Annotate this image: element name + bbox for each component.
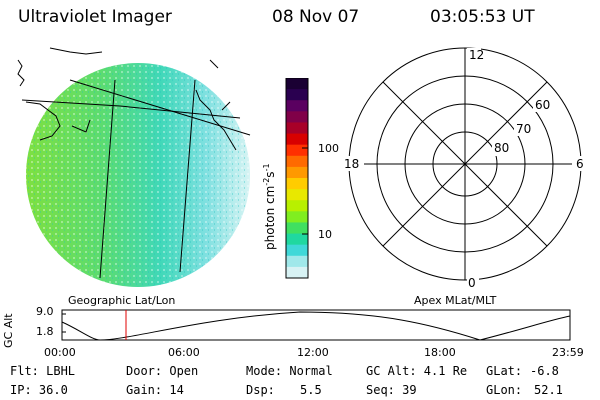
polar-lat-70: 70 <box>516 122 531 136</box>
uv-image-panel <box>17 47 251 287</box>
polar-lat-80: 80 <box>494 141 509 155</box>
polar-lat-60: 60 <box>535 98 550 112</box>
colorbar-cell <box>286 200 308 212</box>
gc-alt-field: GC Alt: 4.1 Re <box>366 364 468 378</box>
dsp-value: 5.5 <box>300 383 322 397</box>
colorbar-cell <box>286 178 308 190</box>
colorbar-tick-label-10: 10 <box>318 228 332 241</box>
seq-field: Seq: 39 <box>366 383 417 397</box>
polar-label-top: 12 <box>469 48 484 62</box>
colorbar-cell <box>286 155 308 168</box>
glon-value: 52.1 <box>534 383 563 397</box>
colorbar-cell <box>286 166 308 179</box>
colorbar-cell <box>286 255 308 268</box>
colorbar-cell <box>286 111 308 123</box>
glat-value: -6.8 <box>530 364 559 378</box>
glat-label: GLat: <box>486 364 523 378</box>
timeline-tick-1200: 12:00 <box>297 346 329 359</box>
altitude-timeline <box>61 309 571 341</box>
ip-field: IP: 36.0 <box>10 383 68 397</box>
colorbar-cell <box>286 266 308 279</box>
colorbar-cell <box>286 222 308 235</box>
polar-label-left: 18 <box>344 157 359 171</box>
colorbar-cell <box>286 189 308 201</box>
geographic-grid <box>21 79 251 279</box>
uv-disc <box>26 63 250 287</box>
date-label: 08 Nov 07 <box>272 7 360 27</box>
colorbar <box>285 78 309 279</box>
timeline-tick-1800: 18:00 <box>424 346 456 359</box>
timeline-tick-2359: 23:59 <box>552 346 584 359</box>
colorbar-cell <box>286 133 308 146</box>
timeline-tick-0000: 00:00 <box>44 346 76 359</box>
door-field: Door: Open <box>126 364 199 378</box>
app-title: Ultraviolet Imager <box>18 7 172 27</box>
colorbar-gradient <box>286 78 308 279</box>
timeline-frame <box>61 309 571 341</box>
apex-panel-label: Apex MLat/MLT <box>414 294 497 307</box>
colorbar-cell <box>286 211 308 223</box>
colorbar-cell <box>286 100 308 112</box>
dsp-label: Dsp: <box>246 383 275 397</box>
timeline-tick-0600: 06:00 <box>168 346 200 359</box>
altitude-ytick-1: 1.8 <box>36 325 54 338</box>
mode-field: Mode: Normal <box>246 364 333 378</box>
time-label: 03:05:53 UT <box>430 7 535 27</box>
coastlines <box>17 47 237 151</box>
colorbar-tick-label-100: 100 <box>318 142 339 155</box>
colorbar-cell <box>286 122 308 135</box>
filter-field: Flt: LBHL <box>10 364 76 378</box>
polar-plot: 12 18 6 0 60 70 80 <box>342 47 586 290</box>
colorbar-cell <box>286 244 308 257</box>
colorbar-cell <box>286 78 308 90</box>
colorbar-unit-label: photon cm-2s-1 <box>262 163 277 250</box>
colorbar-cell <box>286 233 308 246</box>
polar-label-bottom: 0 <box>468 276 476 290</box>
altitude-ylabel: GC Alt <box>2 313 15 348</box>
altitude-ytick-9: 9.0 <box>36 305 54 318</box>
colorbar-cell <box>286 89 308 101</box>
altitude-curve <box>61 311 571 341</box>
geographic-panel-label: Geographic Lat/Lon <box>68 294 176 307</box>
glon-label: GLon: <box>486 383 523 397</box>
polar-label-right: 6 <box>576 157 584 171</box>
gain-field: Gain: 14 <box>126 383 184 397</box>
polar-grid <box>348 47 582 281</box>
colorbar-cell <box>286 144 308 157</box>
